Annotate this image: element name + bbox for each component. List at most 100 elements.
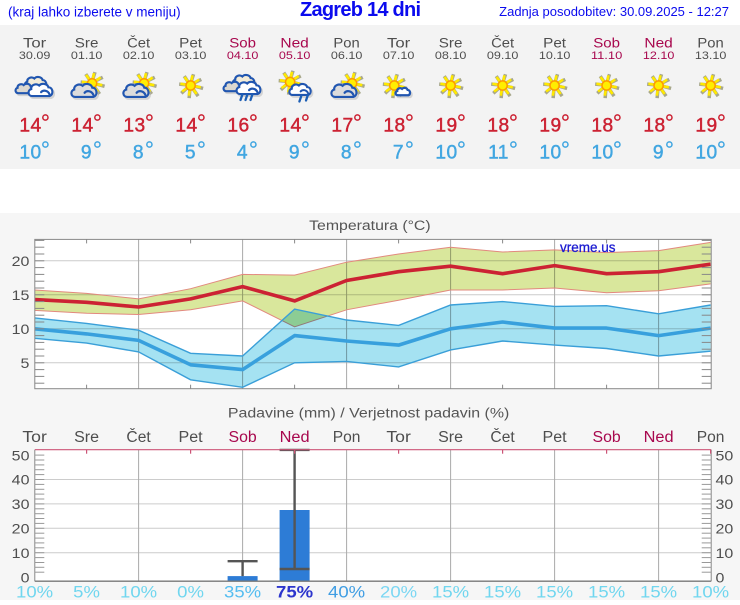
svg-text:Ned: Ned xyxy=(644,429,674,446)
svg-text:Pet: Pet xyxy=(543,35,566,51)
svg-text:Ned: Ned xyxy=(644,35,672,51)
svg-text:10: 10 xyxy=(12,545,30,561)
svg-text:14: 14 xyxy=(71,116,93,137)
svg-text:10: 10 xyxy=(539,143,561,164)
svg-text:20: 20 xyxy=(716,521,734,537)
svg-text:18: 18 xyxy=(487,116,509,137)
svg-text:09.10: 09.10 xyxy=(487,50,519,62)
svg-text:40%: 40% xyxy=(328,583,365,600)
svg-text:Sob: Sob xyxy=(593,35,620,51)
svg-text:Sob: Sob xyxy=(593,429,621,446)
svg-text:13: 13 xyxy=(123,116,145,137)
svg-text:10%: 10% xyxy=(692,583,729,600)
svg-text:10: 10 xyxy=(695,143,717,164)
svg-text:4: 4 xyxy=(237,143,248,164)
svg-text:10: 10 xyxy=(435,143,457,164)
svg-text:Zadnja posodobitev: 30.09.2025: Zadnja posodobitev: 30.09.2025 - 12:27 xyxy=(499,4,729,19)
svg-text:35%: 35% xyxy=(224,583,261,600)
svg-text:Zagreb 14 dni: Zagreb 14 dni xyxy=(300,0,421,21)
svg-text:10: 10 xyxy=(716,545,734,561)
svg-text:18: 18 xyxy=(591,116,613,137)
svg-text:04.10: 04.10 xyxy=(227,50,259,62)
svg-text:Sre: Sre xyxy=(74,429,99,446)
svg-text:15%: 15% xyxy=(484,583,521,600)
svg-text:0%: 0% xyxy=(177,583,204,600)
svg-text:19: 19 xyxy=(539,116,561,137)
svg-text:Pet: Pet xyxy=(179,429,204,446)
svg-text:11: 11 xyxy=(488,143,509,164)
svg-text:Ned: Ned xyxy=(280,429,310,446)
svg-text:15%: 15% xyxy=(640,583,677,600)
svg-text:10%: 10% xyxy=(120,583,157,600)
svg-text:01.10: 01.10 xyxy=(71,50,103,62)
svg-text:Čet: Čet xyxy=(491,34,514,51)
svg-text:16: 16 xyxy=(227,116,249,137)
svg-text:75%: 75% xyxy=(276,583,313,600)
svg-text:20%: 20% xyxy=(380,583,417,600)
svg-text:19: 19 xyxy=(435,116,457,137)
svg-text:Sre: Sre xyxy=(439,35,463,51)
svg-text:Ned: Ned xyxy=(280,35,308,51)
svg-text:5: 5 xyxy=(185,143,196,164)
svg-text:9: 9 xyxy=(289,143,300,164)
svg-text:Tor: Tor xyxy=(386,429,411,446)
svg-text:Sob: Sob xyxy=(229,429,257,446)
svg-text:Sob: Sob xyxy=(229,35,256,51)
svg-text:07.10: 07.10 xyxy=(383,50,415,62)
svg-text:06.10: 06.10 xyxy=(331,50,363,62)
svg-text:15%: 15% xyxy=(536,583,573,600)
svg-text:Tor: Tor xyxy=(22,429,47,446)
svg-text:Čet: Čet xyxy=(126,429,151,446)
svg-text:Čet: Čet xyxy=(490,429,515,446)
svg-text:Pon: Pon xyxy=(697,429,725,446)
svg-text:08.10: 08.10 xyxy=(435,50,467,62)
svg-text:Pon: Pon xyxy=(333,429,361,446)
svg-text:8: 8 xyxy=(341,143,352,164)
svg-text:10%: 10% xyxy=(16,583,53,600)
svg-text:40: 40 xyxy=(716,472,734,488)
svg-text:30.09: 30.09 xyxy=(19,50,51,62)
svg-text:Pon: Pon xyxy=(333,35,359,51)
svg-text:vreme.us: vreme.us xyxy=(560,240,616,255)
svg-text:Tor: Tor xyxy=(23,35,47,51)
svg-text:17: 17 xyxy=(331,116,353,137)
svg-text:30: 30 xyxy=(12,496,30,512)
svg-text:Pon: Pon xyxy=(697,35,723,51)
svg-text:05.10: 05.10 xyxy=(279,50,311,62)
svg-text:Temperatura (°C): Temperatura (°C) xyxy=(309,218,431,234)
svg-text:18: 18 xyxy=(383,116,405,137)
svg-text:Pet: Pet xyxy=(179,35,202,51)
svg-text:Padavine (mm) / Verjetnost pad: Padavine (mm) / Verjetnost padavin (%) xyxy=(228,406,510,422)
svg-text:50: 50 xyxy=(12,447,30,463)
svg-text:9: 9 xyxy=(81,143,92,164)
svg-text:14: 14 xyxy=(19,116,41,137)
svg-text:13.10: 13.10 xyxy=(695,50,727,62)
svg-text:50: 50 xyxy=(716,447,734,463)
svg-text:15: 15 xyxy=(12,287,30,303)
svg-text:20: 20 xyxy=(12,521,30,537)
svg-text:20: 20 xyxy=(12,253,30,269)
svg-text:8: 8 xyxy=(133,143,144,164)
svg-text:40: 40 xyxy=(12,472,30,488)
svg-text:12.10: 12.10 xyxy=(643,50,675,62)
svg-text:Sre: Sre xyxy=(75,35,99,51)
svg-text:5: 5 xyxy=(21,355,30,371)
svg-text:10: 10 xyxy=(19,143,41,164)
svg-text:19: 19 xyxy=(695,116,717,137)
svg-text:03.10: 03.10 xyxy=(175,50,207,62)
svg-text:Tor: Tor xyxy=(387,35,411,51)
svg-text:0: 0 xyxy=(21,569,30,585)
svg-text:10: 10 xyxy=(591,143,613,164)
svg-text:15%: 15% xyxy=(588,583,625,600)
svg-text:10: 10 xyxy=(12,321,30,337)
svg-text:15%: 15% xyxy=(432,583,469,600)
svg-text:(kraj lahko izberete v meniju): (kraj lahko izberete v meniju) xyxy=(8,4,181,19)
svg-text:14: 14 xyxy=(175,116,197,137)
svg-text:Pet: Pet xyxy=(543,429,568,446)
svg-text:30: 30 xyxy=(716,496,734,512)
svg-text:Sre: Sre xyxy=(438,429,463,446)
svg-text:02.10: 02.10 xyxy=(123,50,155,62)
svg-text:Čet: Čet xyxy=(127,34,150,51)
svg-text:18: 18 xyxy=(643,116,665,137)
svg-text:11.10: 11.10 xyxy=(591,50,623,62)
